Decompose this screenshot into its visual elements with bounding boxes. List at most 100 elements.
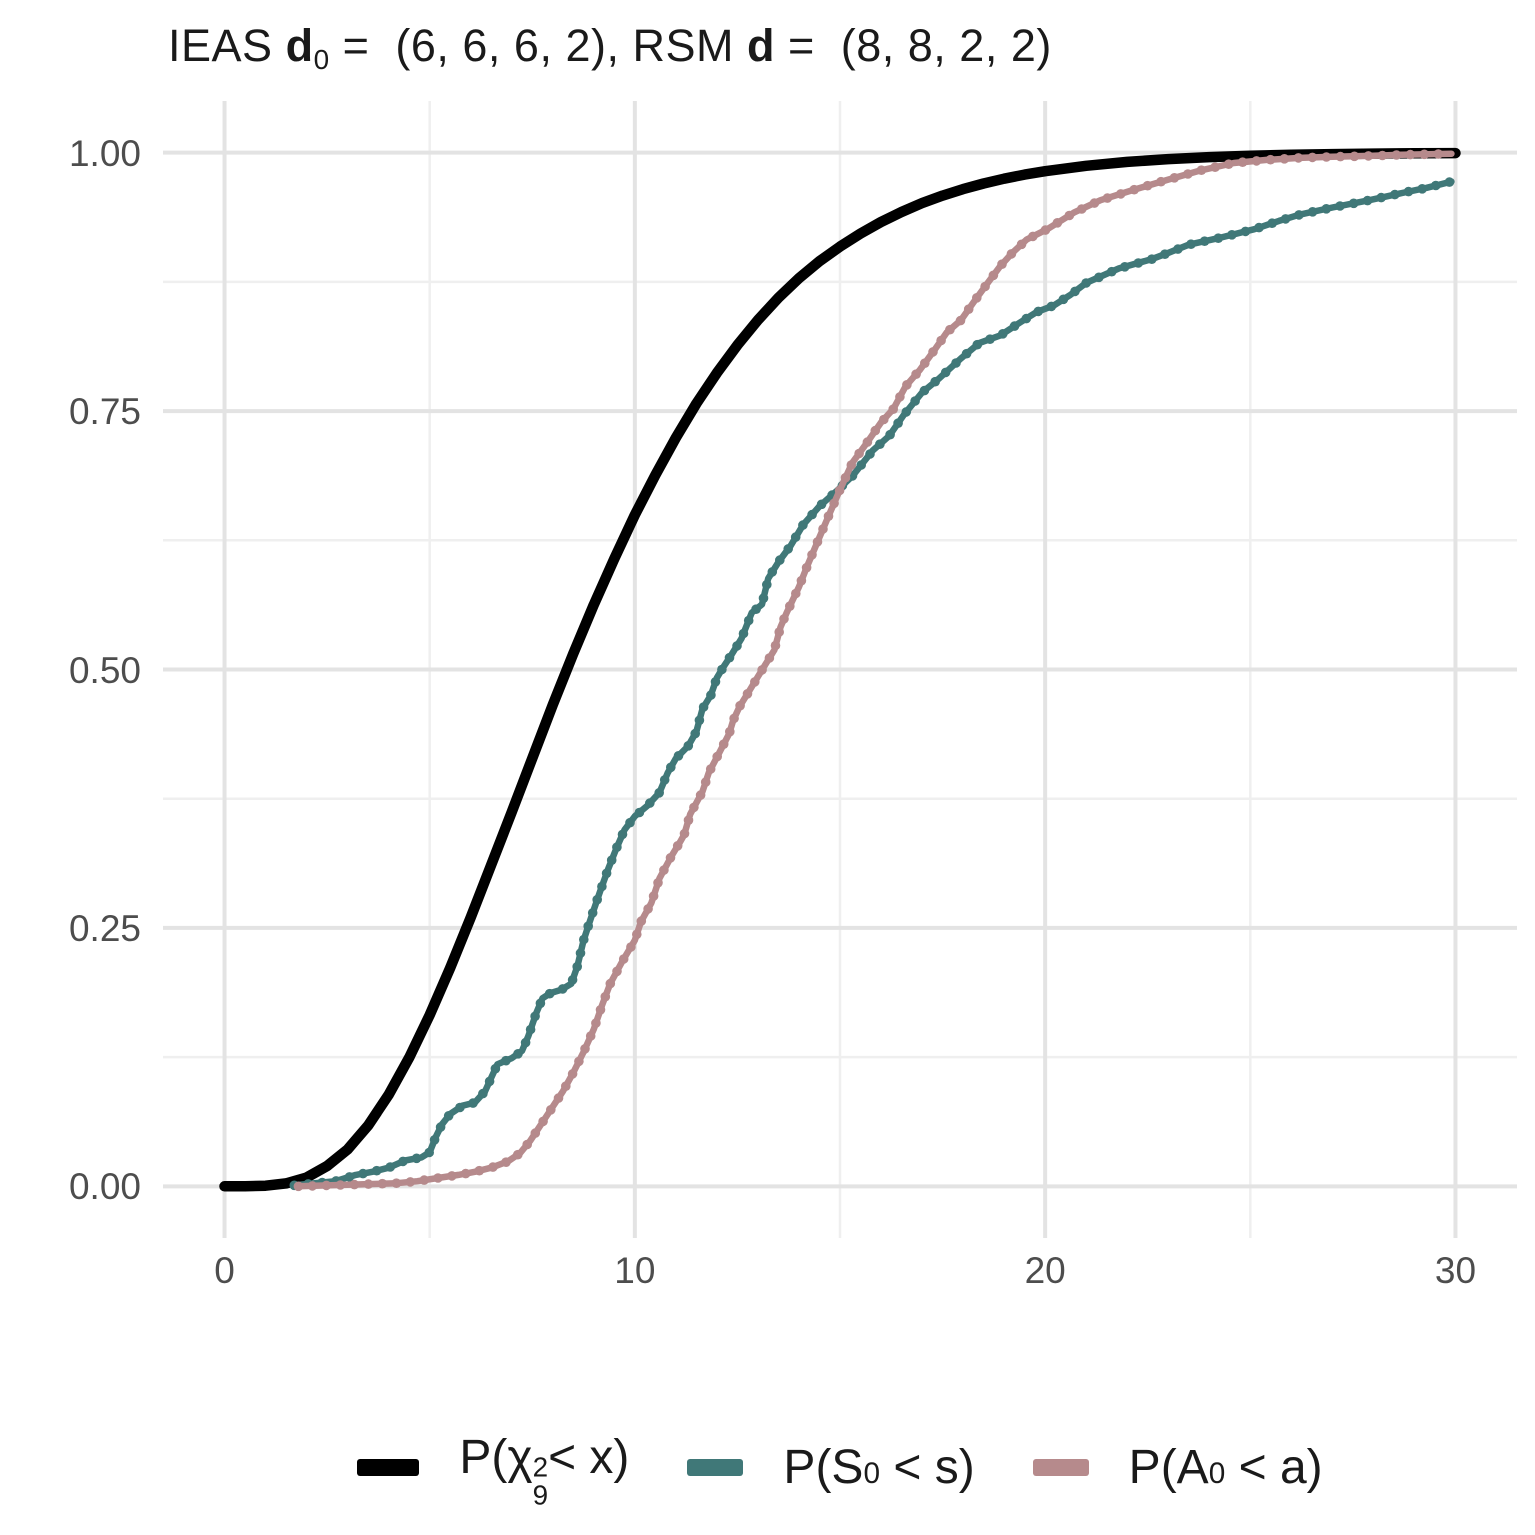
- bead-dot: [1116, 189, 1126, 199]
- bead-dot: [758, 593, 769, 603]
- legend-label-a0: P(A 0 < a): [1128, 1441, 1323, 1495]
- bead-dot: [870, 425, 881, 436]
- x-tick-label: 10: [614, 1250, 656, 1291]
- bead-dot: [634, 807, 645, 818]
- bead-dot: [1363, 151, 1374, 161]
- bead-dot: [767, 567, 778, 577]
- bead-dot: [411, 1153, 422, 1164]
- bead-dot: [538, 1116, 548, 1127]
- bead-dot: [694, 715, 705, 726]
- legend: P(χ 2 9 < x) P(S 0 < s) P(A 0 < a): [163, 1430, 1517, 1509]
- bead-dot: [1064, 210, 1075, 221]
- bead-dot: [673, 751, 684, 761]
- bead-dot: [659, 775, 670, 785]
- bead-dot: [344, 1172, 355, 1182]
- bead-dot: [1349, 151, 1360, 162]
- bead-dot: [601, 868, 612, 879]
- bead-dot: [801, 562, 812, 573]
- bead-dot: [1173, 244, 1183, 254]
- bead-dot: [371, 1165, 382, 1176]
- bead-dot: [901, 407, 912, 417]
- bead-dot: [955, 315, 966, 326]
- bead-dot: [618, 954, 629, 964]
- bead-dot: [812, 537, 823, 547]
- bead-dot: [1417, 184, 1427, 194]
- bead-dot: [779, 614, 789, 624]
- bead-dot: [770, 640, 781, 651]
- bead-dot: [997, 259, 1007, 270]
- bead-dot: [762, 579, 772, 590]
- bead-dot: [742, 689, 753, 699]
- bead-dot: [513, 1149, 523, 1160]
- bead-dot: [738, 628, 749, 639]
- bead-dot: [1251, 156, 1262, 166]
- bead-dot: [790, 532, 801, 542]
- bead-dot: [854, 448, 864, 459]
- bead-dot: [1133, 258, 1144, 268]
- bead-dot: [945, 324, 955, 335]
- bead-dot: [580, 1044, 590, 1054]
- bead-dot: [321, 1180, 332, 1191]
- bead-dot: [1431, 180, 1441, 191]
- bead-dot: [750, 677, 760, 687]
- bead-dot: [1186, 239, 1196, 249]
- bead-dot: [1321, 152, 1332, 162]
- bead-dot: [816, 499, 827, 510]
- bead-dot: [643, 904, 653, 914]
- bead-dot: [783, 544, 793, 554]
- bead-dot: [520, 1037, 531, 1048]
- bead-dot: [391, 1178, 402, 1188]
- bead-dot: [501, 1055, 511, 1066]
- bead-dot: [546, 1105, 556, 1115]
- bead-dot: [1403, 186, 1414, 197]
- bead-dot: [846, 460, 857, 470]
- bead-dot: [1376, 192, 1386, 203]
- bead-dot: [998, 329, 1008, 339]
- bead-dot: [597, 881, 607, 892]
- bead-dot: [1265, 154, 1276, 165]
- bead-dot: [501, 1157, 511, 1167]
- bead-dot: [895, 392, 905, 402]
- bead-dot: [535, 998, 546, 1009]
- bead-dot: [358, 1168, 368, 1179]
- bead-dot: [1223, 159, 1234, 169]
- bead-dot: [840, 472, 851, 483]
- s0-empirical-cdf-curve: [289, 177, 1455, 1191]
- bead-dot: [710, 677, 721, 687]
- legend-swatch-a0: [1032, 1459, 1089, 1477]
- bead-dot: [1046, 301, 1057, 312]
- bead-dot: [447, 1171, 457, 1181]
- bead-dot: [972, 339, 983, 350]
- bead-dot: [732, 641, 742, 651]
- bead-dot: [654, 788, 664, 798]
- bead-dot: [885, 429, 895, 440]
- bead-dot: [988, 270, 999, 281]
- bead-dot: [478, 1088, 488, 1099]
- bead-dot: [775, 555, 785, 565]
- bead-dot: [617, 829, 628, 840]
- bead-dot: [1321, 204, 1332, 214]
- bead-dot: [791, 588, 801, 599]
- bead-dot: [928, 347, 938, 357]
- bead-dot: [1294, 210, 1304, 220]
- bead-dot: [875, 439, 885, 450]
- bead-dot: [522, 1139, 532, 1150]
- bead-dot: [862, 437, 873, 447]
- bead-dot: [574, 1056, 584, 1067]
- bead-dot: [665, 853, 676, 863]
- bead-dot: [600, 991, 611, 1002]
- bead-dot: [985, 334, 995, 345]
- bead-dot: [1240, 226, 1251, 237]
- bead-dot: [1156, 176, 1166, 187]
- bead-dot: [972, 293, 982, 303]
- bead-dot: [963, 304, 974, 315]
- legend-item-a0: P(A 0 < a): [1032, 1440, 1323, 1495]
- bead-dot: [405, 1177, 416, 1187]
- bead-dot: [735, 700, 745, 711]
- bead-dot: [1033, 306, 1044, 317]
- bead-dot: [585, 1031, 596, 1041]
- legend-label-s0: P(S 0 < s): [783, 1441, 975, 1495]
- bead-dot: [525, 1024, 536, 1035]
